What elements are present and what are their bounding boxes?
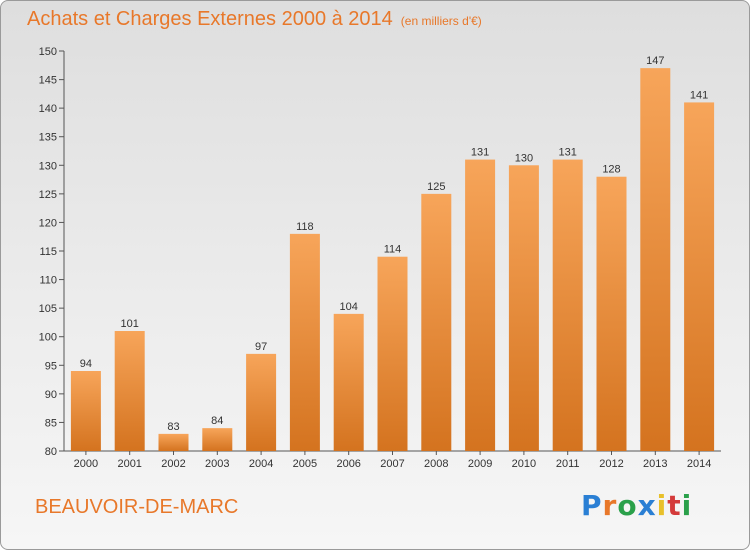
bar-2003 [202, 428, 233, 451]
bar-2010 [508, 165, 539, 452]
data-label-2001: 101 [121, 318, 139, 330]
data-label-2014: 141 [690, 89, 708, 101]
y-tick-label: 150 [39, 46, 57, 58]
chart-title-text: Achats et Charges Externes 2000 à 2014 [27, 8, 393, 30]
x-tick-label-2001: 2001 [117, 458, 141, 470]
proxiti-logo[interactable]: Proxiti [581, 489, 692, 522]
y-tick-label: 115 [39, 246, 57, 258]
bar-2012 [596, 176, 627, 451]
data-label-2004: 97 [255, 341, 267, 353]
x-tick-label-2009: 2009 [468, 458, 492, 470]
x-tick-label-2008: 2008 [424, 458, 448, 470]
data-label-2011: 131 [559, 147, 577, 159]
bar-2000 [70, 371, 101, 451]
bar-2013 [640, 68, 671, 452]
chart-subtitle: (en milliers d'€) [400, 14, 482, 28]
y-tick-label: 125 [39, 189, 57, 201]
bar-2008 [421, 193, 452, 451]
bar-2006 [333, 313, 364, 451]
bar-2007 [377, 256, 408, 451]
bar-2011 [552, 159, 583, 452]
x-tick-label-2010: 2010 [512, 458, 536, 470]
y-tick-label: 105 [39, 303, 57, 315]
city-name: BEAUVOIR-DE-MARC [35, 496, 239, 518]
x-tick-label-2003: 2003 [205, 458, 229, 470]
logo-letter: x [637, 489, 657, 522]
x-tick-label-2000: 2000 [74, 458, 98, 470]
bar-2005 [289, 233, 320, 451]
y-tick-label: 110 [39, 275, 57, 287]
y-tick-label: 80 [45, 446, 57, 458]
x-tick-label-2006: 2006 [336, 458, 360, 470]
x-tick-label-2004: 2004 [249, 458, 273, 470]
data-label-2013: 147 [646, 55, 664, 67]
bar-2004 [246, 353, 277, 451]
data-label-2002: 83 [167, 421, 179, 433]
logo-letter: t [667, 489, 682, 522]
bar-2009 [465, 159, 496, 452]
x-tick-label-2013: 2013 [643, 458, 667, 470]
data-label-2006: 104 [340, 301, 358, 313]
bars [70, 68, 715, 452]
data-label-2012: 128 [602, 164, 620, 176]
x-tick-label-2005: 2005 [293, 458, 317, 470]
data-label-2010: 130 [515, 152, 533, 164]
y-tick-label: 130 [39, 160, 57, 172]
data-label-2008: 125 [427, 181, 445, 193]
logo-letter: i [656, 489, 668, 522]
y-tick-label: 85 [45, 417, 57, 429]
data-label-2005: 118 [296, 221, 314, 233]
x-tick-label-2014: 2014 [687, 458, 711, 470]
y-tick-label: 90 [45, 389, 57, 401]
logo-letter: o [617, 489, 638, 522]
bar-2014 [684, 102, 715, 451]
logo-letter: P [581, 489, 603, 522]
chart-title: Achats et Charges Externes 2000 à 2014 (e… [27, 8, 482, 31]
y-tick-label: 140 [39, 103, 57, 115]
x-tick-label-2011: 2011 [556, 458, 580, 470]
labels: 94 101 83 84 97 118 104 114 125 131 130 131 128 147 14… [80, 55, 709, 433]
bar-2002 [158, 433, 189, 451]
data-label-2003: 84 [211, 415, 223, 427]
data-label-2007: 114 [384, 244, 402, 256]
x-tick-label-2002: 2002 [161, 458, 185, 470]
y-tick-label: 120 [39, 217, 57, 229]
x-tick-label-2012: 2012 [599, 458, 623, 470]
logo-letter: i [681, 489, 693, 522]
y-tick-label: 100 [39, 332, 57, 344]
data-label-2009: 131 [471, 147, 489, 159]
y-tick-label: 135 [39, 132, 57, 144]
y-tick-label: 95 [45, 360, 57, 372]
x-tick-label-2007: 2007 [380, 458, 404, 470]
logo-letter: r [602, 489, 618, 522]
data-label-2000: 94 [80, 358, 92, 370]
bar-2001 [114, 331, 145, 451]
y-tick-label: 145 [39, 75, 57, 87]
